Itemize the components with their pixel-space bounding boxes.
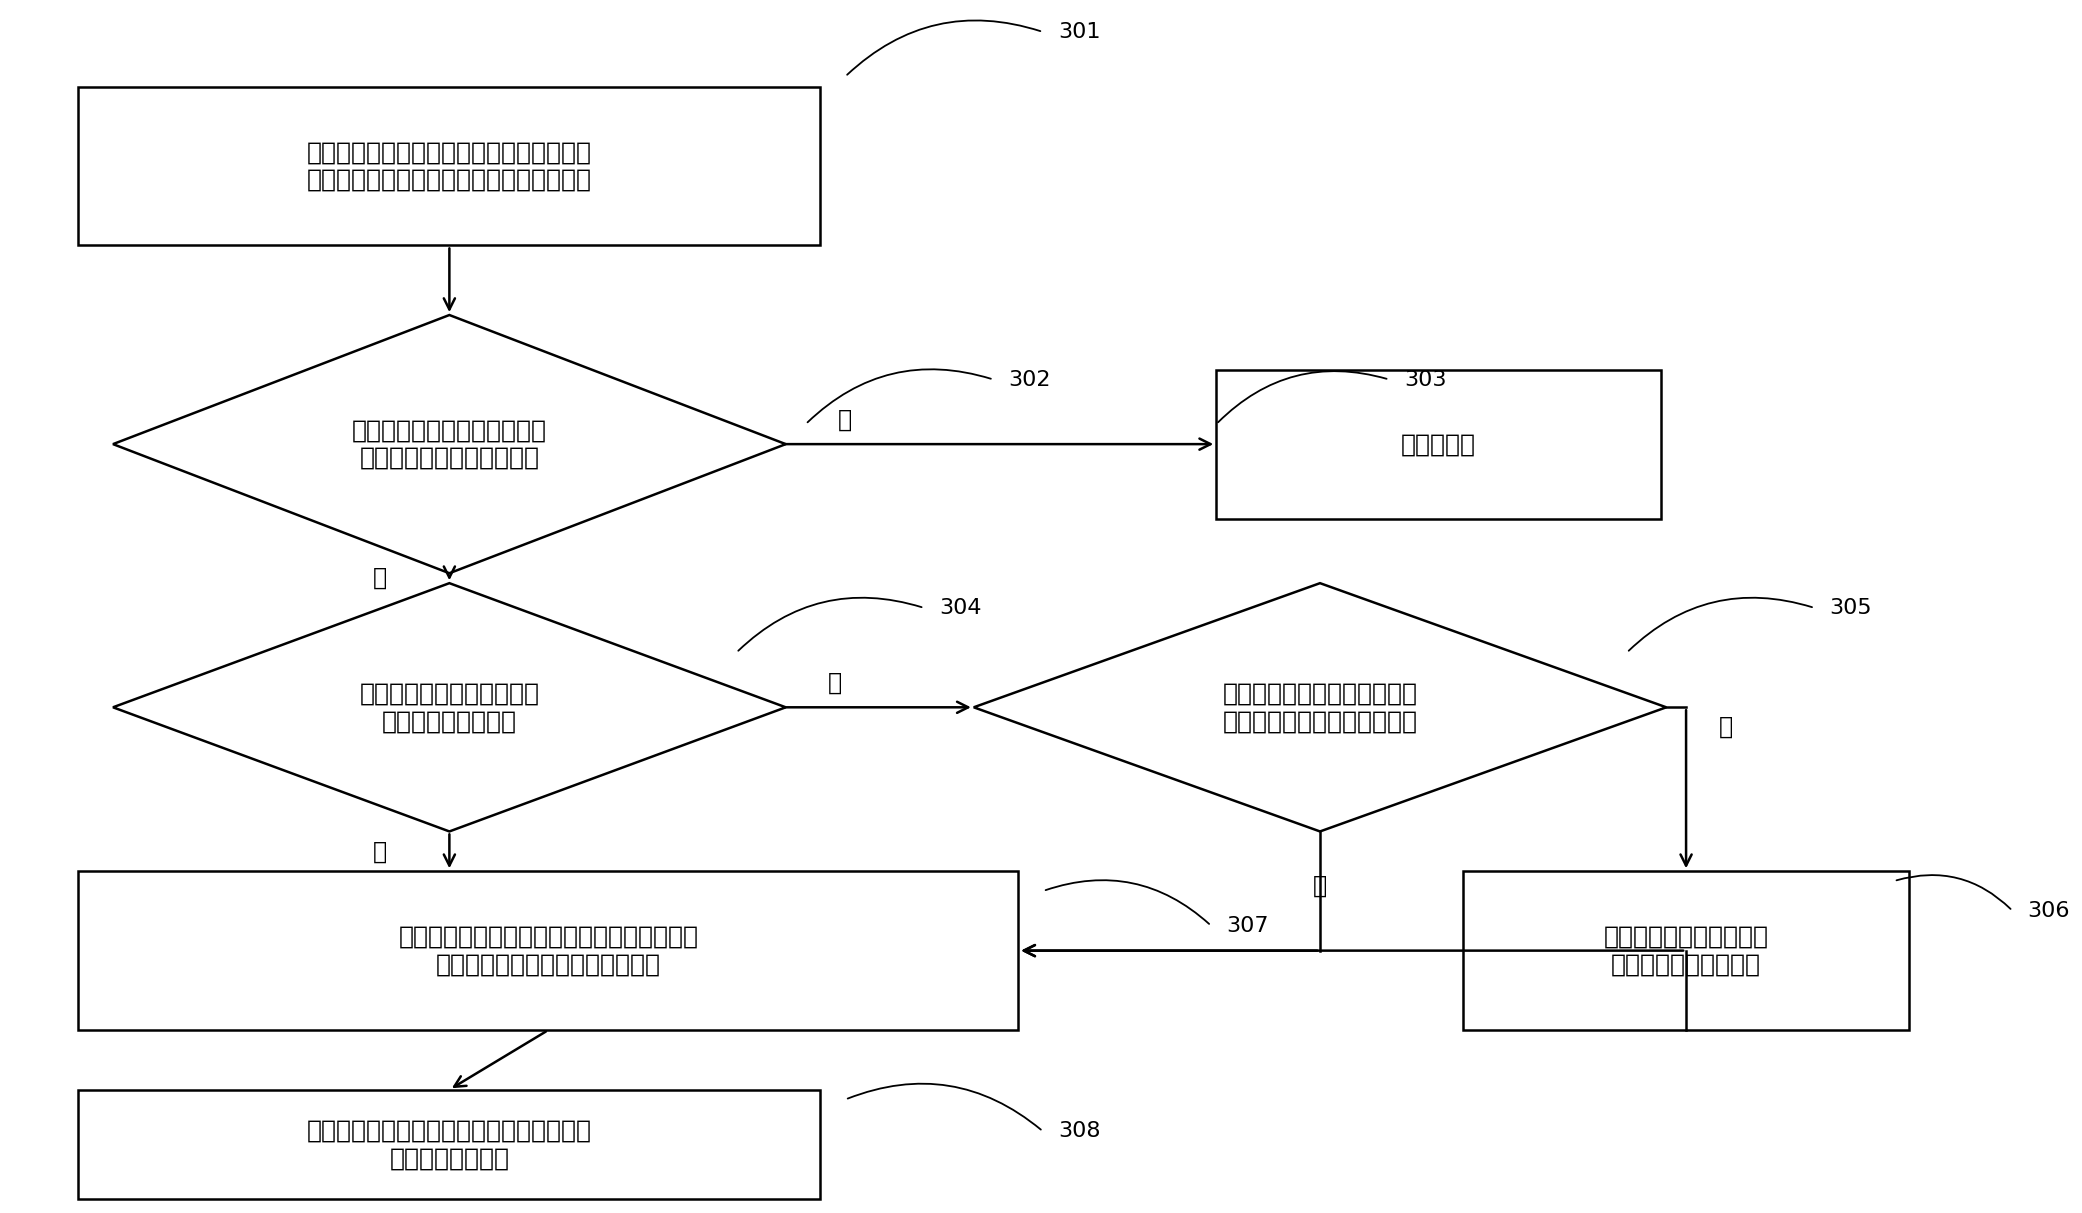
Text: 302: 302 <box>1008 370 1051 389</box>
Text: 根据当前压强、压强变化率和传输腔室内预置
稳定充气流量，获取当前充气流量: 根据当前压强、压强变化率和传输腔室内预置 稳定充气流量，获取当前充气流量 <box>398 924 697 976</box>
Bar <box>79 1089 820 1198</box>
Text: 否: 否 <box>373 839 387 864</box>
Text: 控制充气阀以当前的打开
状态向传输腔室内充气: 控制充气阀以当前的打开 状态向传输腔室内充气 <box>1603 924 1768 976</box>
Text: 根据当前充气流量控制充气阀的打开状态，
向传输腔室内充气: 根据当前充气流量控制充气阀的打开状态， 向传输腔室内充气 <box>306 1118 591 1171</box>
Bar <box>79 871 1018 1030</box>
Text: 是: 是 <box>1718 716 1732 739</box>
Text: 305: 305 <box>1830 598 1872 617</box>
Polygon shape <box>112 583 785 831</box>
Bar <box>1216 370 1661 519</box>
Text: 关闭充气阀: 关闭充气阀 <box>1401 432 1476 456</box>
Bar <box>79 86 820 245</box>
Text: 判断传输腔室内的当前压强是
否小于等于预置压强上限值: 判断传输腔室内的当前压强是 否小于等于预置压强上限值 <box>352 418 548 469</box>
Text: 判断压强变化率的绝对值是否
小于等于预置目标压强变化率: 判断压强变化率的绝对值是否 小于等于预置目标压强变化率 <box>1222 682 1418 733</box>
Text: 是: 是 <box>373 566 387 591</box>
Text: 301: 301 <box>1058 22 1099 42</box>
Text: 否: 否 <box>839 408 852 432</box>
Text: 否: 否 <box>1314 875 1326 898</box>
Text: 307: 307 <box>1226 916 1268 935</box>
Text: 304: 304 <box>939 598 981 617</box>
Polygon shape <box>112 315 785 574</box>
Text: 306: 306 <box>2028 901 2070 921</box>
Text: 308: 308 <box>1058 1121 1099 1141</box>
Bar <box>1464 871 1909 1030</box>
Polygon shape <box>974 583 1666 831</box>
Text: 303: 303 <box>1403 370 1447 389</box>
Text: 是: 是 <box>829 671 843 695</box>
Text: 判断所述当前压强是否处于
预置目标压强范围内: 判断所述当前压强是否处于 预置目标压强范围内 <box>360 682 539 733</box>
Text: 采集传输腔室的当前压强，并获取所述当前
压强所在预置数据采集周期内的压强变化率: 采集传输腔室的当前压强，并获取所述当前 压强所在预置数据采集周期内的压强变化率 <box>306 141 591 192</box>
